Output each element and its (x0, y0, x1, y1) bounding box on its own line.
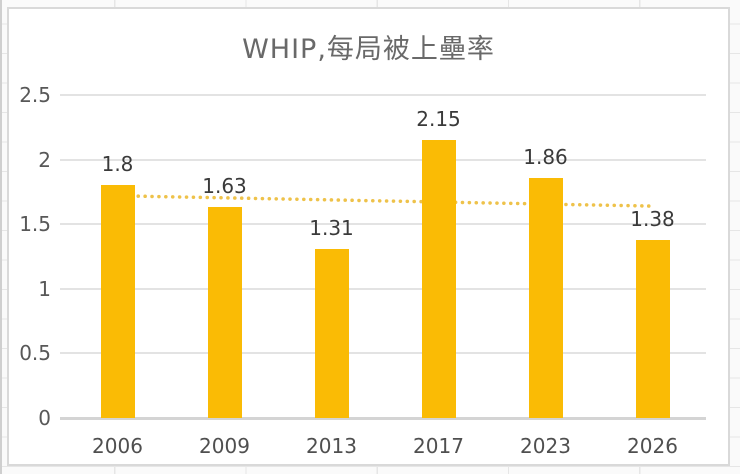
gridline (60, 352, 706, 355)
x-axis-label: 2013 (306, 434, 357, 458)
y-axis-tick-label: 2 (38, 147, 51, 172)
y-axis-tick-label: 1 (38, 276, 51, 301)
bar-value-label: 1.31 (309, 215, 354, 240)
bar[interactable] (635, 239, 670, 418)
bar[interactable] (421, 140, 456, 418)
x-axis-label: 2009 (199, 434, 250, 458)
gridline (60, 223, 706, 226)
y-axis-tick-label: 1.5 (19, 212, 51, 237)
bar-value-label: 1.86 (523, 144, 568, 169)
chart-panel[interactable]: WHIP,每局被上壘率 0 0.5 1 1.5 2 2.5 1.8 2006 1.63 2009 1… (7, 7, 730, 466)
plot-area: 0 0.5 1 1.5 2 2.5 1.8 2006 1.63 2009 1.31 2013 2.15 2… (9, 9, 728, 464)
x-axis-label: 2026 (627, 434, 678, 458)
bar[interactable] (528, 177, 563, 418)
x-axis-label: 2017 (413, 434, 464, 458)
gridline (60, 158, 706, 161)
x-axis-label: 2006 (92, 434, 143, 458)
bar[interactable] (314, 248, 349, 418)
gridline (60, 287, 706, 290)
bar-value-label: 1.8 (101, 152, 134, 177)
spreadsheet-column-border (0, 0, 2, 474)
x-axis-label: 2023 (520, 434, 571, 458)
y-axis-tick-label: 0 (38, 406, 51, 430)
bar[interactable] (207, 207, 242, 418)
chart-title: WHIP,每局被上壘率 (242, 34, 495, 65)
x-axis-line (60, 416, 706, 420)
y-axis-tick-label: 0.5 (19, 341, 51, 366)
bar-value-label: 1.38 (630, 206, 675, 231)
y-axis-tick-label: 2.5 (19, 83, 51, 107)
bar[interactable] (100, 185, 135, 418)
gridline (60, 94, 706, 96)
bar-value-label: 2.15 (416, 107, 461, 132)
bar-value-label: 1.63 (202, 174, 247, 199)
trendline (115, 194, 655, 208)
